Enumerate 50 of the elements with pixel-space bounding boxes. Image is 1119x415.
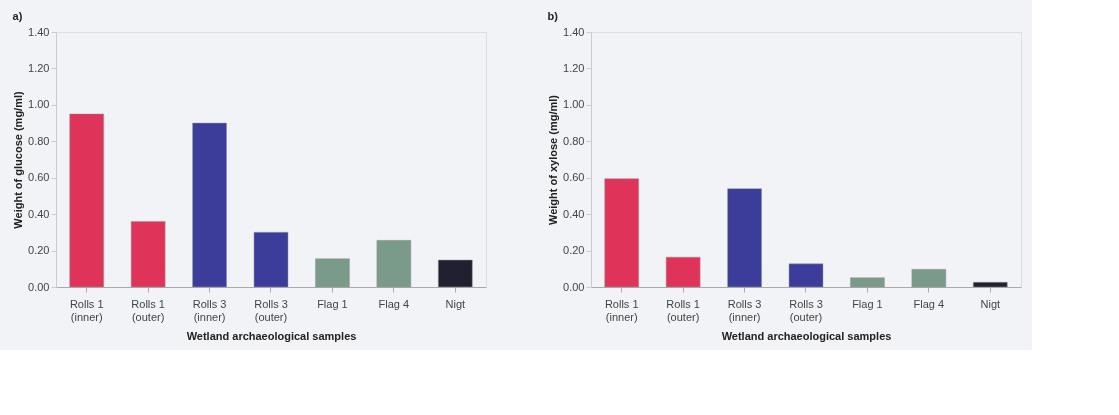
x-tick-label: Rolls 3 (outer) (254, 297, 288, 323)
y-tick-label: 0.60 (28, 171, 50, 184)
x-tick-label: Rolls 1 (inner) (69, 297, 104, 323)
x-tick-label: Flag 4 (378, 297, 410, 310)
bar (438, 259, 473, 288)
y-tick-label: 1.00 (563, 98, 585, 111)
x-axis-title: Wetland archaeological samples (721, 329, 892, 342)
x-tick-label: Rolls 3 (outer) (789, 297, 823, 323)
y-tick-label: 1.00 (28, 98, 50, 111)
x-axis-title: Wetland archaeological samples (186, 329, 357, 342)
x-tick-label: Flag 1 (317, 297, 348, 310)
x-tick-label: Rolls 1 (outer) (131, 297, 165, 323)
bar (130, 221, 166, 288)
bar (376, 240, 412, 288)
chart-title: b) (547, 10, 559, 22)
y-tick-label: 1.40 (28, 25, 50, 38)
y-tick-label: 1.20 (563, 61, 585, 74)
x-tick-label: Rolls 1 (inner) (604, 297, 639, 323)
x-tick-label: Flag 1 (852, 297, 883, 310)
y-axis-title: Weight of xylose (mg/ml) (547, 94, 560, 225)
y-tick-label: 1.20 (28, 61, 50, 74)
bar (315, 258, 350, 288)
chart-title: a) (12, 10, 23, 22)
y-tick-label: 1.40 (563, 25, 585, 38)
bar (253, 232, 289, 288)
x-tick-label: Rolls 1 (outer) (666, 297, 700, 323)
bar (850, 277, 885, 288)
y-tick-label: 0.20 (563, 244, 585, 257)
x-tick-label: Flag 4 (913, 297, 945, 310)
x-tick-label: Rolls 3 (inner) (727, 297, 762, 323)
x-tick-label: Nigt (445, 297, 466, 310)
bar (788, 263, 824, 288)
bar (973, 282, 1008, 288)
bar (911, 269, 947, 288)
y-axis-title: Weight of glucose (mg/ml) (12, 91, 25, 229)
y-tick-label: 0.00 (563, 280, 585, 293)
x-tick-label: Nigt (980, 297, 1001, 310)
y-tick-label: 0.80 (28, 134, 50, 147)
x-tick-label: Rolls 3 (inner) (192, 297, 227, 323)
y-tick-label: 0.40 (563, 207, 585, 220)
bar (727, 188, 762, 288)
bar (665, 256, 701, 288)
bar (69, 113, 104, 288)
y-tick-label: 0.80 (563, 134, 585, 147)
y-tick-label: 0.20 (28, 244, 50, 257)
y-tick-label: 0.00 (28, 280, 50, 293)
y-tick-label: 0.60 (563, 171, 585, 184)
bar (604, 178, 639, 288)
y-tick-label: 0.40 (28, 207, 50, 220)
bar (192, 122, 227, 288)
